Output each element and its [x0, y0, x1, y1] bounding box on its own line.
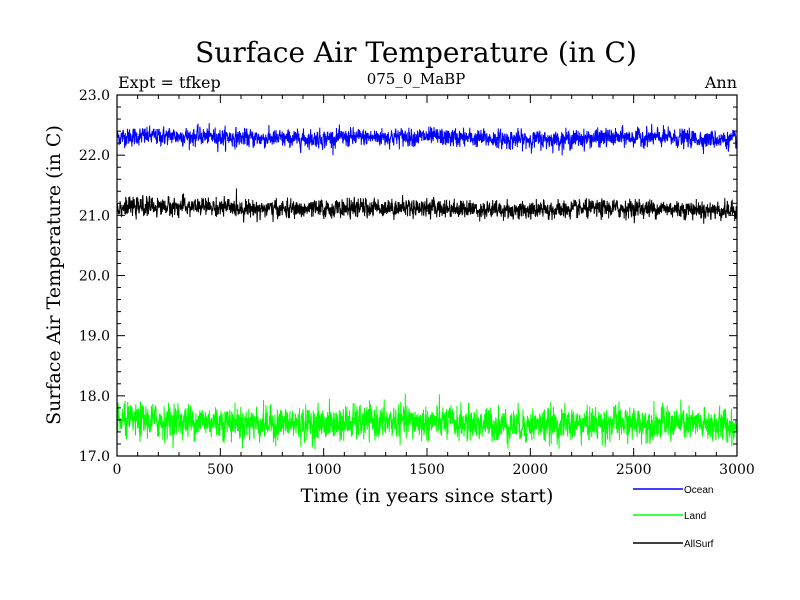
chart-subtitle: 075_0_MaBP — [367, 70, 466, 88]
y-axis-label: Surface Air Temperature (in C) — [43, 125, 65, 425]
x-tick-label: 500 — [207, 462, 234, 478]
y-axis: 17.0 18.0 19.0 20.0 21.0 22.0 23.0 — [79, 88, 737, 465]
series-layer — [116, 123, 738, 450]
legend-label-land: Land — [684, 511, 706, 522]
x-tick-label: 1000 — [306, 462, 342, 478]
y-tick-label: 23.0 — [79, 88, 110, 104]
x-tick-label: 2500 — [616, 462, 652, 478]
series-line-allsurf — [116, 188, 738, 224]
x-tick-label: 1500 — [409, 462, 445, 478]
legend-label-allsurf: AllSurf — [684, 539, 714, 550]
x-tick-label: 2000 — [513, 462, 549, 478]
y-tick-label: 20.0 — [79, 269, 110, 285]
y-tick-label: 17.0 — [79, 449, 110, 465]
x-axis: 0 500 1000 1500 2000 2500 3000 — [113, 95, 755, 478]
legend: Ocean Land AllSurf — [633, 485, 714, 550]
y-tick-label: 19.0 — [79, 329, 110, 345]
season-label: Ann — [704, 73, 737, 92]
series-line-ocean — [116, 123, 738, 156]
x-tick-label: 3000 — [719, 462, 755, 478]
y-tick-label: 18.0 — [79, 389, 110, 405]
plot-frame — [116, 94, 738, 457]
experiment-label: Expt = tfkep — [118, 73, 221, 92]
chart-title: Surface Air Temperature (in C) — [195, 36, 637, 69]
legend-label-ocean: Ocean — [684, 485, 713, 496]
y-tick-label: 22.0 — [79, 148, 110, 164]
x-axis-label: Time (in years since start) — [301, 485, 554, 507]
y-tick-label: 21.0 — [79, 208, 110, 224]
x-tick-label: 0 — [113, 462, 122, 478]
series-line-land — [116, 393, 738, 450]
